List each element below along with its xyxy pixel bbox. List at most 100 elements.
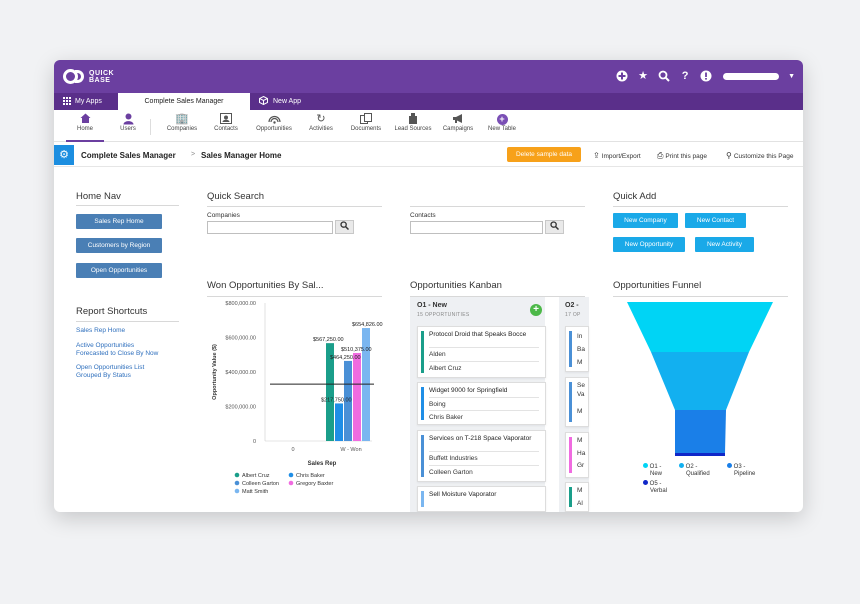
won-chart-title: Won Opportunities By Sal...	[207, 280, 324, 291]
bar-gregory-baxter	[353, 352, 361, 441]
bar-albert-cruz	[326, 343, 334, 441]
y-tick-label: $800,000.00	[225, 301, 256, 307]
funnel-stage-new	[627, 302, 773, 352]
breadcrumb-separator: >	[191, 151, 196, 158]
kanban-card[interactable]: Sell Moisture Vaporator	[417, 486, 546, 512]
home-nav-title: Home Nav	[76, 191, 121, 202]
user-icon	[112, 113, 144, 126]
divider	[207, 296, 382, 297]
kanban-card[interactable]: M Al	[565, 482, 589, 512]
y-tick-label: 0	[253, 439, 256, 445]
breadcrumb-app[interactable]: Complete Sales Manager	[81, 151, 176, 160]
divider	[613, 296, 788, 297]
legend-label: Gregory Baxter	[296, 481, 333, 487]
contacts-label: Contacts	[410, 212, 436, 219]
contacts-search-button[interactable]	[545, 220, 564, 234]
legend-label: Colleen Garton	[242, 481, 279, 487]
new-contact-button[interactable]: New Contact	[685, 213, 746, 228]
data-label: $654,826.00	[352, 322, 383, 328]
tab-complete-sales-manager[interactable]: Complete Sales Manager	[118, 93, 250, 110]
nav-divider	[150, 119, 151, 135]
nav-lead-sources[interactable]: Lead Sources	[392, 113, 434, 132]
quick-add-title: Quick Add	[613, 191, 657, 202]
kanban-card[interactable]: In Ba M	[565, 326, 589, 372]
gear-icon[interactable]: ⚙	[54, 145, 74, 165]
nav-activities[interactable]: ↻ Activities	[305, 113, 337, 132]
x-tick-label: W - Won	[340, 447, 361, 453]
breadcrumb: ⚙ Complete Sales Manager > Sales Manager…	[54, 142, 803, 167]
legend-label: Matt Smith	[242, 489, 268, 495]
new-company-button[interactable]: New Company	[613, 213, 678, 228]
tab-new-app[interactable]: New App	[259, 93, 301, 110]
quickbase-logo[interactable]: QUICK BASE	[63, 69, 114, 84]
search-icon[interactable]	[658, 70, 670, 82]
divider	[207, 206, 382, 207]
link-active-opportunities[interactable]: Active Opportunities Forecasted to Close…	[76, 342, 159, 357]
divider	[410, 296, 585, 297]
contacts-search-input[interactable]	[410, 221, 543, 234]
nav-documents[interactable]: Documents	[346, 113, 386, 132]
legend-marker	[288, 480, 294, 486]
kanban-col1-head: O1 - New	[417, 302, 447, 309]
customers-by-region-button[interactable]: Customers by Region	[76, 238, 162, 253]
funnel-stage-pipeline	[675, 410, 726, 453]
legend-marker	[288, 472, 294, 478]
import-export-button[interactable]: ⇪ Import/Export	[593, 151, 641, 160]
delete-sample-data-button[interactable]: Delete sample data	[507, 147, 581, 162]
nav-home[interactable]: Home	[66, 113, 104, 142]
chevron-down-icon[interactable]: ▼	[788, 72, 795, 80]
kanban-card[interactable]: Protocol Droid that Speaks Bocce Alden A…	[417, 326, 546, 378]
new-opportunity-button[interactable]: New Opportunity	[613, 237, 685, 252]
new-activity-button[interactable]: New Activity	[695, 237, 754, 252]
print-button[interactable]: ⎙ Print this page	[657, 151, 707, 160]
star-icon[interactable]: ★	[638, 70, 648, 82]
x-tick-label: 0	[291, 447, 294, 453]
nav-companies[interactable]: 🏢 Companies	[162, 113, 202, 132]
nav-new-table[interactable]: + New Table	[488, 114, 516, 132]
legend-item: O3 - Pipeline	[727, 463, 767, 478]
bar-colleen-garton	[344, 360, 352, 441]
kanban-card[interactable]: M Ha Gr	[565, 432, 589, 478]
companies-search-button[interactable]	[335, 220, 354, 234]
kanban-card[interactable]: Se Va M	[565, 377, 589, 427]
open-opportunities-button[interactable]: Open Opportunities	[76, 263, 162, 278]
link-sales-rep-home[interactable]: Sales Rep Home	[76, 327, 126, 334]
x-axis-label: Sales Rep	[308, 461, 337, 467]
nav-users[interactable]: Users	[112, 113, 144, 132]
user-menu[interactable]	[723, 72, 780, 80]
add-icon[interactable]	[616, 70, 628, 82]
companies-search-input[interactable]	[207, 221, 333, 234]
legend-item: O1 - New	[643, 463, 668, 478]
import-icon: ⇪	[593, 151, 600, 160]
divider	[76, 205, 179, 206]
divider	[613, 206, 788, 207]
y-tick-label: $400,000.00	[225, 370, 256, 376]
funnel-stage-qualified	[651, 352, 749, 410]
help-icon[interactable]: ?	[681, 70, 689, 82]
kanban-title: Opportunities Kanban	[410, 280, 502, 291]
sales-rep-home-button[interactable]: Sales Rep Home	[76, 214, 162, 229]
top-bar: QUICK BASE ★ ? ▼	[54, 60, 803, 93]
won-opportunities-chart: 0 $200,000.00 $400,000.00 $600,000.00 $800,0…	[212, 301, 383, 495]
kanban-col2-count: 17 OP	[565, 312, 581, 318]
kanban-card[interactable]: Widget 9000 for Springfield Boing Chris …	[417, 382, 546, 425]
logo-mark-icon	[63, 69, 85, 84]
funnel-title: Opportunities Funnel	[613, 280, 702, 291]
logo-text-line1: QUICK	[89, 69, 115, 77]
nav-opportunities[interactable]: Opportunities	[250, 113, 298, 132]
alert-icon[interactable]	[700, 70, 712, 82]
add-card-icon[interactable]: +	[530, 304, 542, 316]
nav-campaigns[interactable]: Campaigns	[440, 113, 476, 132]
companies-label: Companies	[207, 212, 240, 219]
link-open-opportunities-list[interactable]: Open Opportunities List Grouped By Statu…	[76, 364, 145, 379]
legend-label: Chris Baker	[296, 473, 325, 479]
kanban-card[interactable]: Services on T-218 Space Vaporator Buffet…	[417, 430, 546, 482]
data-label: $464,250.00	[330, 355, 361, 361]
signal-icon	[250, 113, 298, 126]
table-nav-bar: Home Users 🏢 Companies Contacts Opportun…	[54, 110, 803, 142]
grid-icon	[63, 96, 71, 107]
tab-my-apps[interactable]: My Apps	[63, 93, 102, 110]
nav-contacts[interactable]: Contacts	[209, 113, 243, 132]
y-tick-label: $200,000.00	[225, 405, 256, 411]
customize-button[interactable]: ⚲ Customize this Page	[726, 151, 794, 160]
